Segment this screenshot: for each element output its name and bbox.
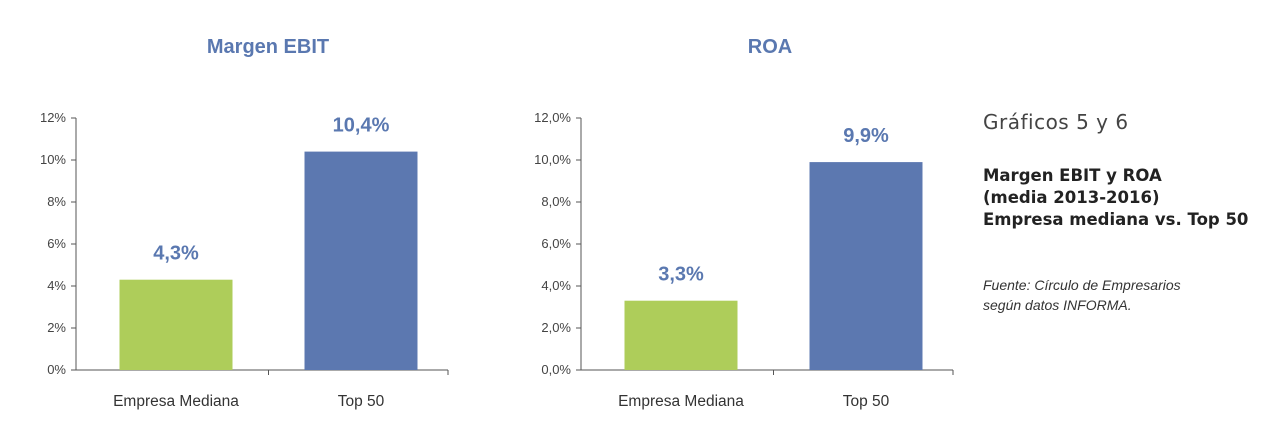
y-tick-label: 4% [47,278,66,293]
chart-roa: ROA 0,0% 2,0% 4,0% 6,0% 8,0% 10,0% 12,0% 3,3% Em… [534,36,954,410]
chart-margen-ebit: Margen EBIT 0% 2% 4% 6% 8% 10% 12% 4,3% Empresa … [40,36,449,410]
y-tick-label: 4,0% [541,278,571,293]
category-label: Top 50 [338,393,385,410]
data-label: 9,9% [843,125,889,147]
figure-number: Gráficos 5 y 6 [983,110,1129,134]
caption-line: Margen EBIT y ROA [983,166,1162,185]
source-line: Fuente: Círculo de Empresarios [983,277,1181,293]
bar [119,279,233,370]
y-tick-label: 10% [40,152,66,167]
bar [304,151,418,370]
category-label: Empresa Mediana [618,393,744,410]
y-tick-label: 12,0% [534,110,571,125]
category-label: Top 50 [843,393,890,410]
bar [809,162,923,370]
y-tick-label: 8,0% [541,194,571,209]
y-tick-label: 8% [47,194,66,209]
chart-title: Margen EBIT [207,36,329,58]
y-tick-label: 2,0% [541,320,571,335]
y-tick-label: 0% [47,362,66,377]
figure-caption: Margen EBIT y ROA (media 2013-2016) Empr… [983,165,1248,231]
y-tick-label: 10,0% [534,152,571,167]
caption-line: (media 2013-2016) [983,188,1160,207]
data-label: 3,3% [658,264,704,286]
y-tick-label: 6,0% [541,236,571,251]
source-line: según datos INFORMA. [983,297,1132,313]
bar [624,300,738,370]
data-label: 4,3% [153,243,199,265]
y-tick-label: 2% [47,320,66,335]
source-note: Fuente: Círculo de Empresarios según dat… [983,275,1181,315]
data-label: 10,4% [333,115,390,137]
y-tick-label: 12% [40,110,66,125]
y-tick-label: 0,0% [541,362,571,377]
caption-line: Empresa mediana vs. Top 50 [983,210,1249,229]
category-label: Empresa Mediana [113,393,239,410]
y-tick-label: 6% [47,236,66,251]
chart-title: ROA [748,36,792,58]
